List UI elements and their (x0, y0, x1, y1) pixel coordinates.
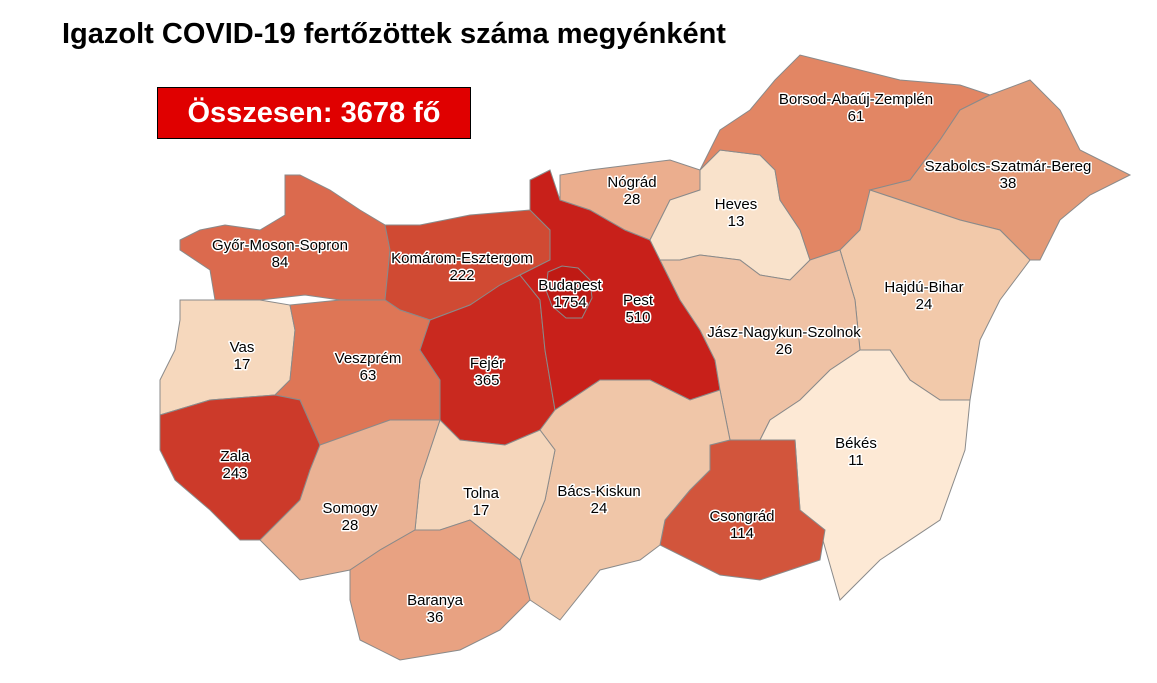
county-value: 510 (625, 309, 650, 326)
county-value: 114 (730, 525, 754, 542)
county-name: Pest (623, 292, 654, 309)
county-value: 11 (848, 452, 864, 469)
county-value: 26 (776, 341, 793, 358)
county-name: Komárom-Esztergom (391, 250, 533, 267)
county-value: 13 (728, 213, 745, 230)
county-value: 365 (474, 372, 499, 389)
county-value: 17 (234, 356, 251, 373)
county-value: 63 (360, 367, 377, 384)
county-name: Fejér (470, 355, 504, 372)
county-value: 61 (848, 108, 865, 125)
county-name: Baranya (407, 592, 464, 609)
county-name: Győr-Moson-Sopron (212, 237, 348, 254)
county-value: 36 (427, 609, 444, 626)
county-name: Zala (220, 448, 250, 465)
county-value: 38 (1000, 175, 1017, 192)
county-name: Nógrád (607, 174, 656, 191)
county-name: Somogy (322, 500, 378, 517)
county-name: Csongrád (709, 508, 774, 525)
county-name: Heves (715, 196, 758, 213)
county-name: Budapest (538, 277, 602, 294)
county-value: 24 (916, 296, 933, 313)
county-budapest (545, 265, 593, 319)
county-name: Vas (230, 339, 255, 356)
county-name: Békés (835, 435, 877, 452)
county-value: 28 (624, 191, 641, 208)
county-name: Bács-Kiskun (557, 483, 640, 500)
county-name: Hajdú-Bihar (884, 279, 963, 296)
county-name: Veszprém (335, 350, 402, 367)
county-name: Tolna (463, 485, 500, 502)
county-value: 17 (473, 502, 490, 519)
map-title: Igazolt COVID-19 fertőzöttek száma megyé… (62, 18, 726, 50)
county-name: Borsod-Abaúj-Zemplén (779, 91, 933, 108)
county-name: Jász-Nagykun-Szolnok (707, 324, 861, 341)
total-badge: Összesen: 3678 fő (157, 87, 471, 139)
county-value: 222 (449, 267, 474, 284)
county-value: 1754 (553, 294, 586, 311)
county-value: 28 (342, 517, 359, 534)
county-value: 24 (591, 500, 608, 517)
county-baranya (349, 519, 531, 661)
county-name: Szabolcs-Szatmár-Bereg (925, 158, 1092, 175)
county-value: 84 (272, 254, 289, 271)
county-value: 243 (222, 465, 247, 482)
